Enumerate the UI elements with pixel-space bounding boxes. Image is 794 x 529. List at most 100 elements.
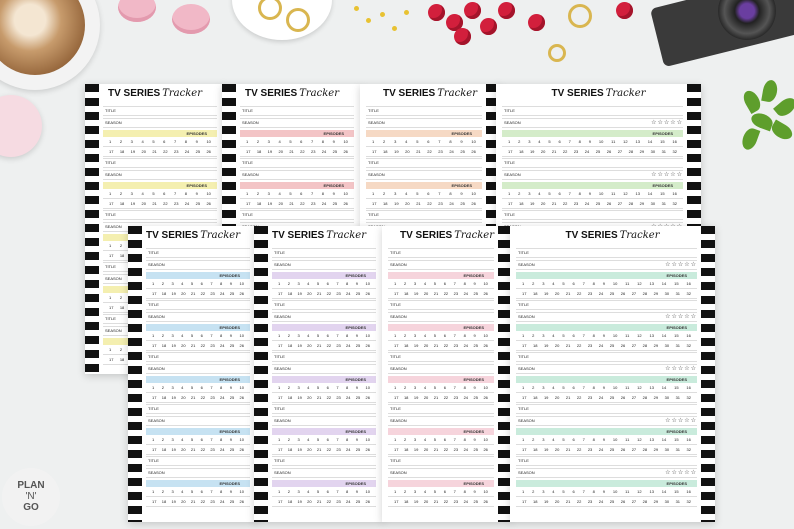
episode-checkbox[interactable]: 21 bbox=[317, 394, 321, 401]
episode-checkbox[interactable]: 4 bbox=[424, 488, 426, 495]
episode-checkbox[interactable]: 8 bbox=[464, 280, 466, 287]
episode-checkbox[interactable]: 2 bbox=[383, 190, 385, 197]
episode-checkbox[interactable]: 1 bbox=[109, 346, 111, 353]
episode-checkbox[interactable]: 17 bbox=[109, 200, 113, 207]
season-field[interactable]: SEASON bbox=[272, 312, 376, 322]
episode-checkbox[interactable]: 14 bbox=[662, 280, 666, 287]
episode-checkbox[interactable]: 5 bbox=[152, 138, 154, 145]
episode-checkbox[interactable]: 4 bbox=[307, 488, 309, 495]
episode-checkbox[interactable]: 2 bbox=[532, 436, 534, 443]
episode-checkbox[interactable]: 15 bbox=[660, 190, 664, 197]
episode-checkbox[interactable]: 25 bbox=[356, 394, 360, 401]
episode-checkbox[interactable]: 22 bbox=[444, 446, 448, 453]
episode-checkbox[interactable]: 19 bbox=[394, 148, 398, 155]
episode-checkbox[interactable]: 29 bbox=[654, 290, 658, 297]
title-field[interactable]: TITLE bbox=[502, 158, 683, 168]
episode-checkbox[interactable]: 17 bbox=[278, 394, 282, 401]
episode-checkbox[interactable]: 21 bbox=[191, 446, 195, 453]
episode-checkbox[interactable]: 25 bbox=[356, 446, 360, 453]
episode-checkbox[interactable]: 26 bbox=[365, 290, 369, 297]
episode-checkbox[interactable]: 27 bbox=[618, 148, 622, 155]
episode-checkbox[interactable]: 21 bbox=[566, 342, 570, 349]
episode-checkbox[interactable]: 8 bbox=[220, 384, 222, 391]
episode-checkbox[interactable]: 10 bbox=[613, 280, 617, 287]
episode-checkbox[interactable]: 23 bbox=[336, 290, 340, 297]
episode-checkbox[interactable]: 8 bbox=[220, 488, 222, 495]
season-field[interactable]: SEASON ☆☆☆☆☆ bbox=[502, 170, 683, 180]
episode-checkbox[interactable]: 3 bbox=[297, 384, 299, 391]
episode-checkbox[interactable]: 21 bbox=[191, 290, 195, 297]
episode-checkbox[interactable]: 25 bbox=[610, 342, 614, 349]
episode-checkbox[interactable]: 25 bbox=[596, 148, 600, 155]
episode-checkbox[interactable]: 8 bbox=[464, 332, 466, 339]
episode-checkbox[interactable]: 18 bbox=[288, 446, 292, 453]
season-field[interactable]: SEASON bbox=[272, 416, 376, 426]
episode-checkbox[interactable]: 22 bbox=[327, 446, 331, 453]
title-field[interactable]: TITLE bbox=[103, 210, 217, 220]
season-field[interactable]: SEASON bbox=[388, 416, 494, 426]
star-rating-icon[interactable]: ☆☆☆☆☆ bbox=[665, 417, 697, 425]
episode-checkbox[interactable]: 25 bbox=[610, 498, 614, 505]
episode-checkbox[interactable]: 4 bbox=[307, 280, 309, 287]
episode-checkbox[interactable]: 11 bbox=[611, 138, 615, 145]
episode-checkbox[interactable]: 19 bbox=[297, 342, 301, 349]
episode-checkbox[interactable]: 6 bbox=[427, 190, 429, 197]
season-field[interactable]: SEASON bbox=[146, 260, 250, 270]
episode-checkbox[interactable]: 1 bbox=[278, 332, 280, 339]
episode-checkbox[interactable]: 1 bbox=[372, 138, 374, 145]
episode-checkbox[interactable]: 25 bbox=[474, 394, 478, 401]
episode-checkbox[interactable]: 17 bbox=[372, 200, 376, 207]
episode-checkbox[interactable]: 26 bbox=[607, 148, 611, 155]
episode-checkbox[interactable]: 5 bbox=[416, 138, 418, 145]
episode-checkbox[interactable]: 3 bbox=[268, 190, 270, 197]
episode-checkbox[interactable]: 5 bbox=[317, 280, 319, 287]
episode-checkbox[interactable]: 12 bbox=[637, 384, 641, 391]
episode-checkbox[interactable]: 24 bbox=[185, 148, 189, 155]
episode-checkbox[interactable]: 18 bbox=[162, 446, 166, 453]
episode-checkbox[interactable]: 32 bbox=[687, 498, 691, 505]
episode-checkbox[interactable]: 19 bbox=[297, 446, 301, 453]
episode-checkbox[interactable]: 6 bbox=[558, 138, 560, 145]
season-field[interactable]: SEASON bbox=[240, 118, 354, 128]
episode-checkbox[interactable]: 10 bbox=[483, 384, 487, 391]
episode-checkbox[interactable]: 21 bbox=[317, 290, 321, 297]
episode-checkbox[interactable]: 24 bbox=[599, 290, 603, 297]
title-field[interactable]: TITLE bbox=[388, 248, 494, 258]
episode-checkbox[interactable]: 6 bbox=[201, 488, 203, 495]
episode-checkbox[interactable]: 4 bbox=[552, 488, 554, 495]
episode-checkbox[interactable]: 23 bbox=[438, 148, 442, 155]
episode-checkbox[interactable]: 28 bbox=[643, 394, 647, 401]
title-field[interactable]: TITLE bbox=[516, 300, 697, 310]
episode-checkbox[interactable]: 26 bbox=[365, 446, 369, 453]
season-field[interactable]: SEASON bbox=[388, 364, 494, 374]
episode-checkbox[interactable]: 4 bbox=[424, 436, 426, 443]
episode-checkbox[interactable]: 24 bbox=[322, 200, 326, 207]
episode-checkbox[interactable]: 31 bbox=[676, 446, 680, 453]
episode-checkbox[interactable]: 18 bbox=[120, 356, 124, 363]
episode-checkbox[interactable]: 26 bbox=[621, 290, 625, 297]
episode-checkbox[interactable]: 9 bbox=[230, 384, 232, 391]
season-field[interactable]: SEASON bbox=[366, 118, 482, 128]
episode-checkbox[interactable]: 6 bbox=[444, 488, 446, 495]
episode-checkbox[interactable]: 29 bbox=[640, 200, 644, 207]
episode-checkbox[interactable]: 18 bbox=[519, 148, 523, 155]
episode-checkbox[interactable]: 9 bbox=[356, 332, 358, 339]
episode-checkbox[interactable]: 9 bbox=[356, 384, 358, 391]
season-field[interactable]: SEASON bbox=[272, 364, 376, 374]
episode-checkbox[interactable]: 20 bbox=[541, 200, 545, 207]
episode-checkbox[interactable]: 24 bbox=[220, 342, 224, 349]
episode-checkbox[interactable]: 29 bbox=[654, 498, 658, 505]
episode-checkbox[interactable]: 17 bbox=[278, 446, 282, 453]
episode-checkbox[interactable]: 23 bbox=[336, 446, 340, 453]
episode-checkbox[interactable]: 10 bbox=[365, 332, 369, 339]
episode-checkbox[interactable]: 10 bbox=[483, 280, 487, 287]
episode-checkbox[interactable]: 18 bbox=[288, 342, 292, 349]
episode-checkbox[interactable]: 9 bbox=[474, 488, 476, 495]
episode-checkbox[interactable]: 30 bbox=[665, 498, 669, 505]
episode-checkbox[interactable]: 6 bbox=[327, 280, 329, 287]
episode-checkbox[interactable]: 4 bbox=[278, 190, 280, 197]
episode-checkbox[interactable]: 6 bbox=[427, 138, 429, 145]
episode-checkbox[interactable]: 20 bbox=[307, 498, 311, 505]
episode-checkbox[interactable]: 10 bbox=[613, 384, 617, 391]
episode-checkbox[interactable]: 4 bbox=[181, 332, 183, 339]
